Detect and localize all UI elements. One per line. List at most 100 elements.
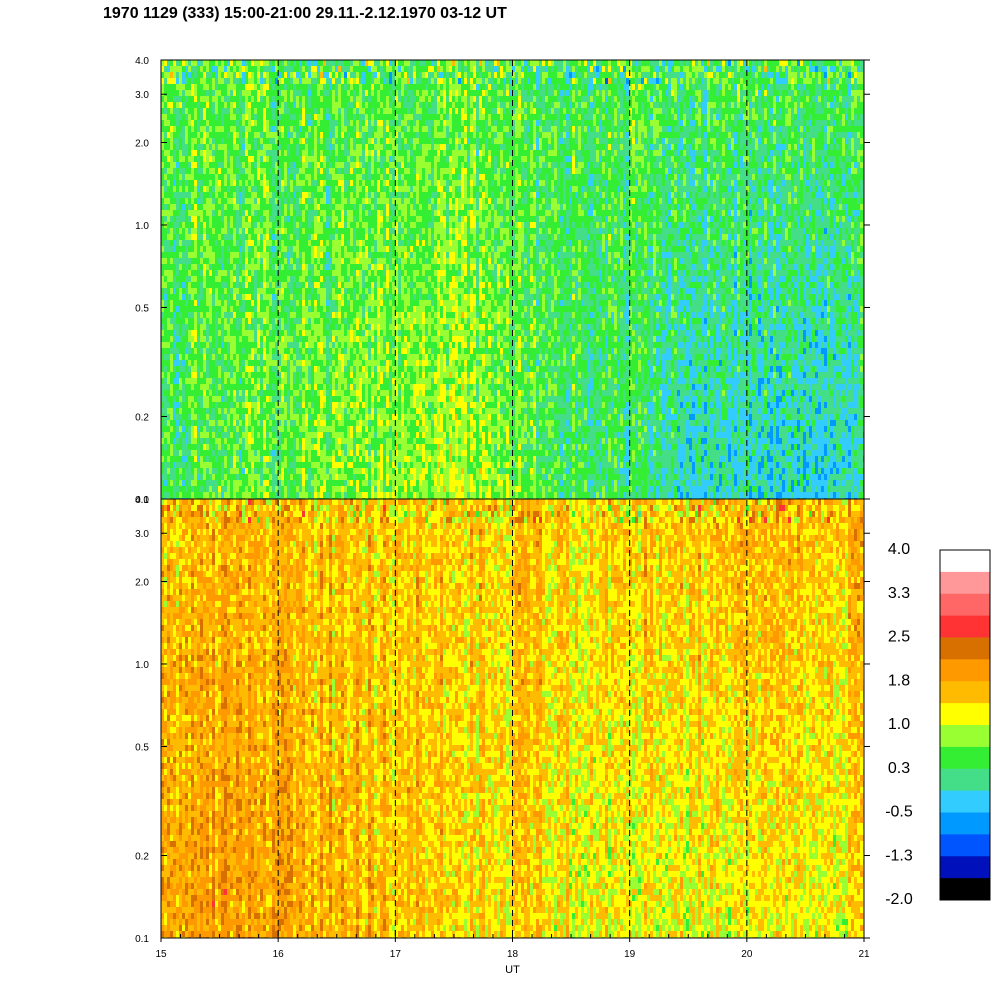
spectrogram-cell <box>272 174 276 181</box>
spectrogram-cell <box>203 216 207 223</box>
spectrogram-cell <box>218 264 222 271</box>
spectrogram-cell <box>236 390 240 397</box>
spectrogram-cell <box>188 174 192 181</box>
spectrogram-cell <box>278 90 282 97</box>
spectrogram-cell <box>242 246 246 253</box>
spectrogram-cell <box>185 390 189 397</box>
spectrogram-cell <box>224 102 228 109</box>
spectrogram-cell <box>197 144 201 151</box>
spectrogram-cell <box>296 366 300 373</box>
spectrogram-cell <box>161 348 165 355</box>
spectrogram-cell <box>218 318 222 325</box>
spectrogram-cell <box>209 336 213 343</box>
spectrogram-cell <box>278 114 282 121</box>
spectrogram-cell <box>224 330 228 337</box>
spectrogram-cell <box>233 126 237 133</box>
spectrogram-cell <box>218 240 222 247</box>
spectrogram-cell <box>287 78 291 85</box>
spectrogram-cell <box>269 108 273 115</box>
spectrogram-cell <box>269 156 273 163</box>
spectrogram-cell <box>245 360 249 367</box>
spectrogram-cell <box>161 180 165 187</box>
spectrogram-cell <box>170 462 174 469</box>
spectrogram-cell <box>218 420 222 427</box>
spectrogram-cell <box>269 372 273 379</box>
spectrogram-cell <box>164 240 168 247</box>
spectrogram-cell <box>164 96 168 103</box>
spectrogram-cell <box>230 144 234 151</box>
spectrogram-cell <box>263 432 267 439</box>
spectrogram-cell <box>296 78 300 85</box>
spectrogram-cell <box>242 372 246 379</box>
spectrogram-cell <box>203 462 207 469</box>
spectrogram-cell <box>260 480 264 487</box>
spectrogram-cell <box>299 384 303 391</box>
spectrogram-cell <box>272 276 276 283</box>
spectrogram-cell <box>242 204 246 211</box>
spectrogram-cell <box>254 480 258 487</box>
spectrogram-cell <box>212 120 216 127</box>
spectrogram-cell <box>218 486 222 493</box>
spectrogram-cell <box>188 420 192 427</box>
spectrogram-cell <box>284 282 288 289</box>
spectrogram-cell <box>191 228 195 235</box>
spectrogram-cell <box>287 282 291 289</box>
spectrogram-cell <box>200 138 204 145</box>
spectrogram-cell <box>284 180 288 187</box>
spectrogram-cell <box>269 474 273 481</box>
spectrogram-cell <box>278 288 282 295</box>
spectrogram-cell <box>251 294 255 301</box>
spectrogram-cell <box>167 492 171 499</box>
spectrogram-cell <box>221 414 225 421</box>
spectrogram-cell <box>245 318 249 325</box>
spectrogram-cell <box>233 294 237 301</box>
spectrogram-cell <box>293 132 297 139</box>
spectrogram-cell <box>266 240 270 247</box>
spectrogram-cell <box>179 258 183 265</box>
spectrogram-cell <box>275 378 279 385</box>
spectrogram-cell <box>299 366 303 373</box>
spectrogram-cell <box>287 360 291 367</box>
spectrogram-cell <box>287 468 291 475</box>
spectrogram-cell <box>245 408 249 415</box>
spectrogram-cell <box>188 234 192 241</box>
spectrogram-cell <box>299 432 303 439</box>
spectrogram-cell <box>287 174 291 181</box>
spectrogram-cell <box>167 348 171 355</box>
spectrogram-cell <box>272 126 276 133</box>
spectrogram-cell <box>287 294 291 301</box>
spectrogram-cell <box>293 276 297 283</box>
spectrogram-cell <box>203 192 207 199</box>
spectrogram-cell <box>194 354 198 361</box>
spectrogram-cell <box>257 60 261 67</box>
spectrogram-cell <box>248 276 252 283</box>
spectrogram-cell <box>164 162 168 169</box>
spectrogram-cell <box>188 198 192 205</box>
spectrogram-cell <box>290 318 294 325</box>
spectrogram-cell <box>170 174 174 181</box>
spectrogram-cell <box>263 132 267 139</box>
spectrogram-cell <box>248 366 252 373</box>
spectrogram-cell <box>200 90 204 97</box>
spectrogram-cell <box>290 396 294 403</box>
spectrogram-cell <box>176 240 180 247</box>
spectrogram-cell <box>212 72 216 79</box>
spectrogram-cell <box>188 486 192 493</box>
spectrogram-cell <box>293 426 297 433</box>
spectrogram-cell <box>287 486 291 493</box>
spectrogram-cell <box>293 420 297 427</box>
spectrogram-cell <box>176 330 180 337</box>
spectrogram-cell <box>254 162 258 169</box>
spectrogram-cell <box>221 222 225 229</box>
spectrogram-cell <box>266 84 270 91</box>
spectrogram-cell <box>278 312 282 319</box>
spectrogram-cell <box>203 348 207 355</box>
spectrogram-cell <box>185 84 189 91</box>
spectrogram-cell <box>275 408 279 415</box>
spectrogram-cell <box>257 222 261 229</box>
spectrogram-cell <box>290 408 294 415</box>
spectrogram-cell <box>278 228 282 235</box>
spectrogram-cell <box>299 108 303 115</box>
spectrogram-cell <box>164 138 168 145</box>
spectrogram-cell <box>206 276 210 283</box>
